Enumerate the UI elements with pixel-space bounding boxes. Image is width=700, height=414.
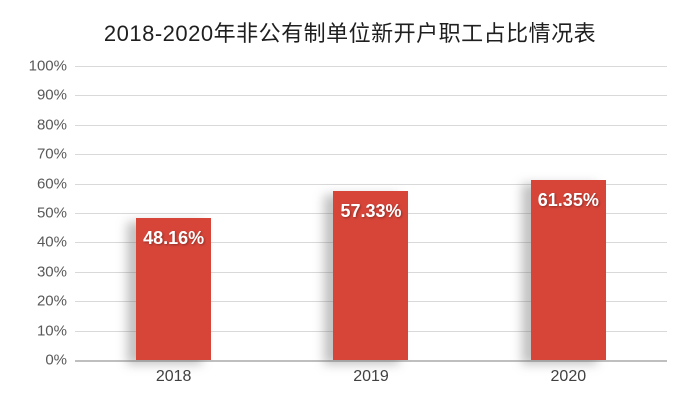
y-axis-tick-label: 50% [36,204,67,222]
bar-2020: 61.35% [530,179,606,360]
bar-slot: 57.33% [272,66,469,360]
x-axis-category-label: 2020 [550,368,587,385]
gridline [75,124,667,126]
chart-title: 2018-2020年非公有制单位新开户职工占比情况表 [103,21,597,46]
bar-slot: 61.35% [470,66,667,360]
x-axis-category-label: 2018 [155,368,192,385]
gridline [75,154,667,156]
bar-slot: 48.16% [75,66,272,360]
x-axis-labels: 2018 2019 2020 [75,368,667,386]
plot-area: 100% 90% 80% 70% 60% 50% 40% 30% 20% 10% 0% 48.16% 5… [29,58,667,369]
y-axis-tick-label: 40% [36,233,67,251]
gridline [75,95,667,97]
y-axis-tick-label: 0% [45,351,67,369]
y-axis-tick-label: 100% [28,57,67,75]
bar-data-label: 48.16% [143,228,205,249]
y-axis-tick-label: 80% [36,116,67,134]
gridline [75,183,667,185]
y-axis-tick-label: 90% [36,86,67,104]
gridline [75,66,667,67]
y-axis-tick-label: 30% [36,263,67,281]
bar-data-label: 57.33% [340,201,402,222]
y-axis-tick-label: 10% [36,322,67,340]
x-axis-category-label: 2019 [353,368,389,385]
y-axis-tick-label: 70% [36,145,67,163]
y-axis-tick-label: 20% [36,292,67,310]
y-axis-tick-label: 60% [36,175,67,193]
bar-2019: 57.33% [333,191,409,360]
bar-data-label: 61.35% [537,189,599,210]
bar-2018: 48.16% [136,218,212,360]
